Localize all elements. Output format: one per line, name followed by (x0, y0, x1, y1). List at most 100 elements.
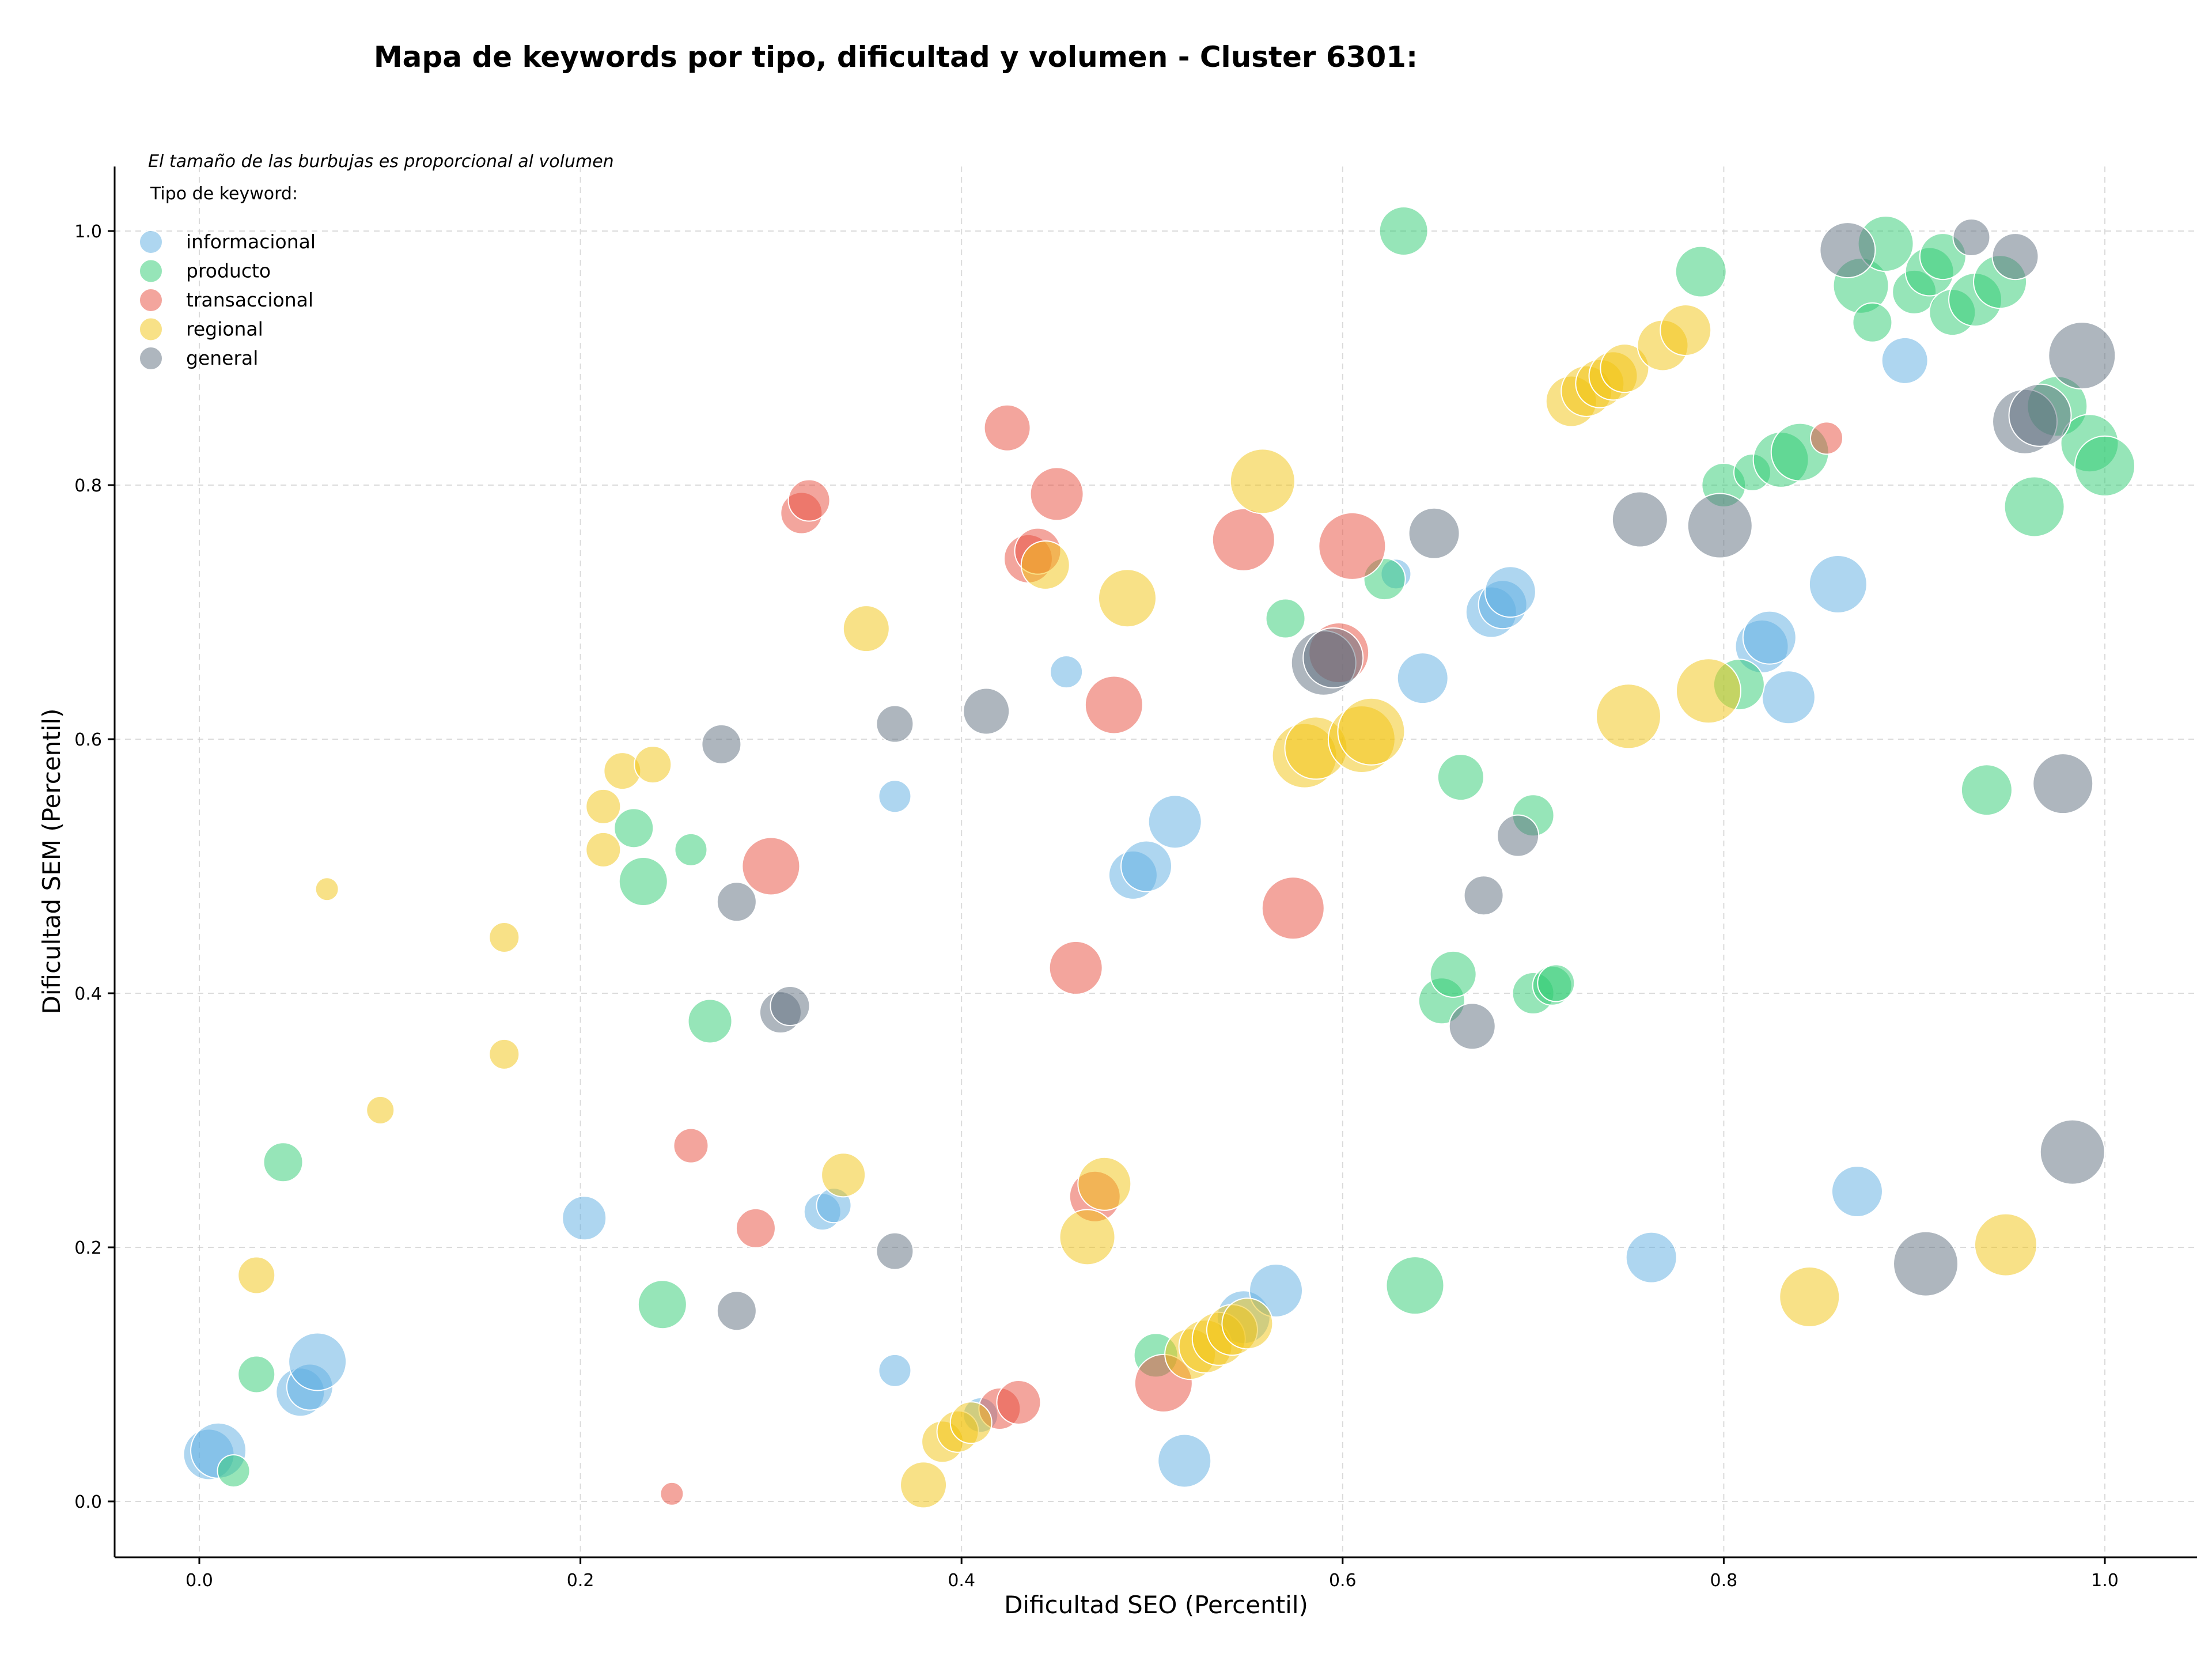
bubble-producto (217, 1454, 251, 1488)
bubble-regional (237, 1256, 276, 1295)
bubble-informacional (1157, 1433, 1212, 1488)
bubble-regional (1660, 304, 1712, 356)
bubble-general (876, 705, 914, 743)
ticks: 0.0 0.2 0.4 0.6 0.8 1.0 0.0 0.2 0.4 0.6 0.8 1.0 (74, 222, 2119, 1591)
bubble-general (1952, 218, 1991, 257)
x-tick-label: 1.0 (2091, 1571, 2119, 1591)
bubble-general (1497, 814, 1540, 857)
bubble-producto (637, 1280, 687, 1330)
y-tick-label: 0.8 (74, 476, 102, 496)
bubble-transaccional (1084, 675, 1143, 735)
legend-marker-transaccional (139, 288, 163, 312)
bubble-regional (488, 921, 520, 953)
bubble-transaccional (983, 404, 1031, 452)
bubble-general (716, 1291, 757, 1331)
bubble-general (1893, 1231, 1959, 1297)
bubble-regional (821, 1152, 866, 1198)
bubble-transaccional (1318, 512, 1387, 580)
bubble-informacional (1050, 655, 1084, 689)
bubble-general (1302, 627, 1364, 688)
bubble-producto (1537, 964, 1575, 1002)
x-tick-label: 0.0 (185, 1571, 213, 1591)
bubble-regional (842, 605, 890, 653)
bubble-general (1448, 1002, 1496, 1050)
bubble-producto (1437, 754, 1484, 801)
bubble-general (2039, 1119, 2105, 1185)
x-tick-label: 0.4 (948, 1571, 975, 1591)
bubble-producto (613, 808, 654, 849)
legend-title: Tipo de keyword: (150, 184, 298, 204)
bubble-producto (2003, 476, 2065, 538)
bubble-informacional (1120, 840, 1173, 892)
bubble-regional (1600, 343, 1650, 394)
bubble-informacional (1808, 554, 1868, 614)
bubble-producto (674, 833, 708, 867)
bubble-informacional (1396, 652, 1449, 705)
bubble-producto (237, 1355, 276, 1394)
y-tick-label: 1.0 (74, 222, 102, 242)
legend-label-regional: regional (186, 318, 263, 340)
bubble-regional (634, 746, 672, 784)
size-note: El tamaño de las burbujas es proporciona… (148, 152, 614, 172)
bubble-general (701, 724, 742, 765)
legend: El tamaño de las burbujas es proporciona… (139, 152, 614, 370)
bubble-producto (1385, 1256, 1445, 1315)
bubble-regional (1059, 1209, 1116, 1266)
bubble-transaccional (741, 837, 801, 896)
bubble-producto (618, 856, 668, 906)
bubble-general (716, 881, 757, 922)
legend-label-producto: producto (186, 260, 271, 282)
bubble-producto (1429, 950, 1477, 998)
bubble-regional (1020, 540, 1070, 590)
bubble-informacional (1147, 794, 1202, 849)
bubble-transaccional (1029, 467, 1084, 521)
bubble-producto (1852, 302, 1893, 343)
y-tick-label: 0.4 (74, 984, 102, 1004)
axes (113, 167, 2197, 1558)
bubble-producto (263, 1142, 304, 1183)
bubbles (183, 206, 2135, 1509)
bubble-general (1463, 875, 1504, 916)
legend-marker-informacional (139, 230, 163, 254)
bubble-informacional (878, 1353, 912, 1387)
bubble-regional (1221, 1297, 1274, 1350)
legend-marker-regional (139, 317, 163, 342)
bubble-general (876, 1232, 914, 1270)
bubble-transaccional (735, 1208, 776, 1248)
bubble-producto (2074, 435, 2135, 497)
bubble-regional (315, 877, 339, 902)
bubble-producto (1378, 206, 1429, 256)
bubble-general (2048, 321, 2116, 390)
bubble-transaccional (1810, 421, 1844, 455)
bubble-informacional (1484, 566, 1536, 618)
y-tick-label: 0.0 (74, 1492, 102, 1512)
bubble-transaccional (1211, 508, 1275, 572)
bubble-transaccional (660, 1481, 684, 1506)
bubble-informacional (562, 1195, 607, 1241)
x-tick-label: 0.6 (1329, 1571, 1357, 1591)
bubble-transaccional (1261, 876, 1325, 940)
bubble-regional (366, 1095, 395, 1125)
bubble-regional (949, 1401, 993, 1444)
x-tick-label: 0.8 (1710, 1571, 1738, 1591)
bubble-informacional (1761, 670, 1816, 725)
legend-marker-producto (139, 259, 163, 283)
bubble-regional (1077, 1156, 1132, 1211)
bubble-transaccional (673, 1127, 709, 1164)
bubble-producto (687, 998, 733, 1044)
bubble-regional (1596, 683, 1661, 750)
bubble-general (2008, 383, 2072, 447)
bubble-regional (1779, 1266, 1840, 1327)
bubble-informacional (878, 780, 912, 814)
bubble-general (1611, 491, 1668, 548)
bubble-general (1819, 222, 1876, 279)
bubble-informacional (1881, 336, 1929, 384)
bubble-transaccional (996, 1380, 1041, 1425)
bubble-producto (1265, 598, 1306, 639)
bubble-informacional (288, 1332, 347, 1391)
x-axis-label: Dificultad SEO (Percentil) (1004, 1591, 1308, 1619)
bubble-producto (1675, 245, 1727, 298)
bubble-producto (1960, 764, 2013, 816)
bubble-general (963, 687, 1010, 735)
